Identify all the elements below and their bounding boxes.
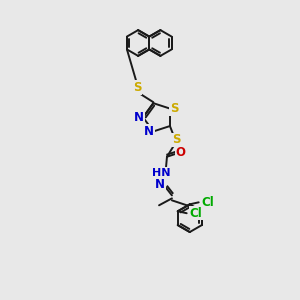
Text: HN: HN — [152, 168, 170, 178]
Text: Cl: Cl — [201, 196, 214, 209]
Text: S: S — [172, 134, 180, 146]
Text: O: O — [176, 146, 186, 159]
Text: S: S — [133, 81, 141, 94]
Text: S: S — [170, 102, 178, 115]
Text: N: N — [155, 178, 165, 191]
Text: N: N — [144, 125, 154, 138]
Text: N: N — [134, 111, 144, 124]
Text: Cl: Cl — [189, 207, 202, 220]
